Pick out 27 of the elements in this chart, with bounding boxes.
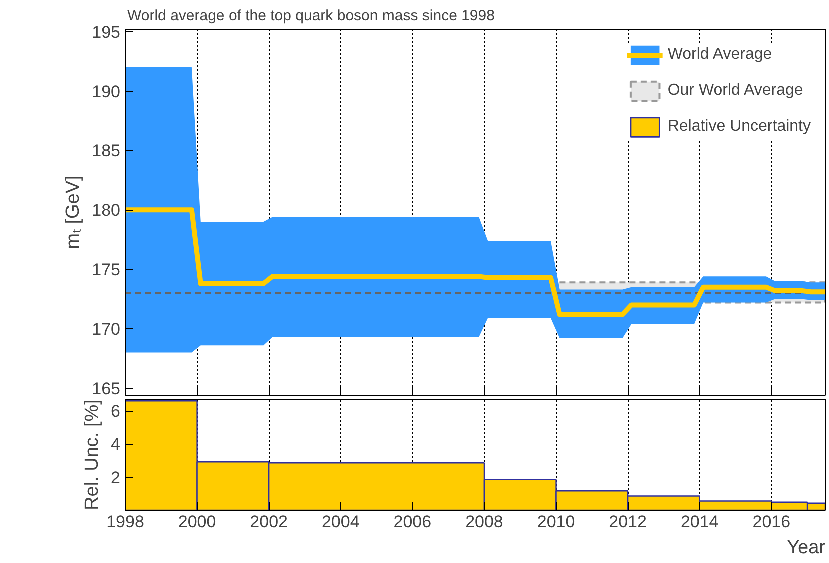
y-tick-label: 185: [92, 142, 121, 161]
x-tick-label: 2008: [466, 512, 504, 532]
legend-label: World Average: [668, 46, 772, 64]
x-axis-title: Year: [787, 538, 826, 558]
x-tick-label: 2010: [537, 512, 576, 532]
y-tick-label: 6: [111, 402, 121, 422]
y-tick-label: 170: [92, 320, 121, 339]
x-tick-label: 2012: [609, 512, 647, 532]
x-tick-label: 1998: [106, 512, 144, 532]
y-tick-label: 175: [92, 260, 121, 280]
text: Relative Uncertainty: [668, 118, 811, 136]
y-tick-label: 190: [92, 82, 121, 102]
x-tick-label: 2006: [394, 512, 432, 532]
y-tick-label: 2: [111, 468, 121, 488]
x-tick-label: 2000: [178, 512, 216, 532]
x-tick-label: 2016: [752, 512, 791, 532]
y-tick-label: 4: [111, 435, 121, 454]
y-tick-label: 165: [92, 379, 121, 398]
y-axis-title: mₜ [GeV]: [63, 176, 84, 250]
y-tick-label: 180: [92, 201, 121, 220]
y-axis-title: Rel. Unc. [%]: [82, 400, 104, 510]
chart-title: World average of the top quark boson mass since 1998: [128, 8, 495, 24]
x-tick-label: 2004: [322, 512, 360, 532]
x-tick-label: 2002: [250, 512, 288, 532]
legend-label: Our World Average: [668, 82, 804, 100]
y-tick-label: 195: [92, 22, 121, 42]
x-tick-label: 2014: [680, 512, 719, 532]
